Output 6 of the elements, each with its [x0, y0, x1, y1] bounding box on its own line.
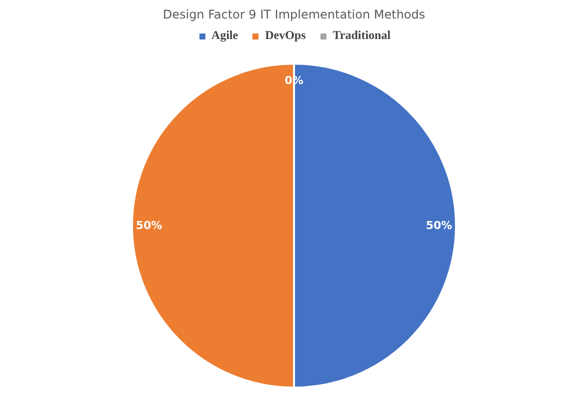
legend-label: Traditional	[332, 28, 391, 43]
chart-title: Design Factor 9 IT Implementation Methods	[162, 8, 426, 22]
data-label: 50%	[136, 219, 162, 232]
legend-label: DevOps	[265, 28, 306, 43]
legend-label: Agile	[211, 28, 238, 43]
data-label: 50%	[426, 219, 452, 232]
